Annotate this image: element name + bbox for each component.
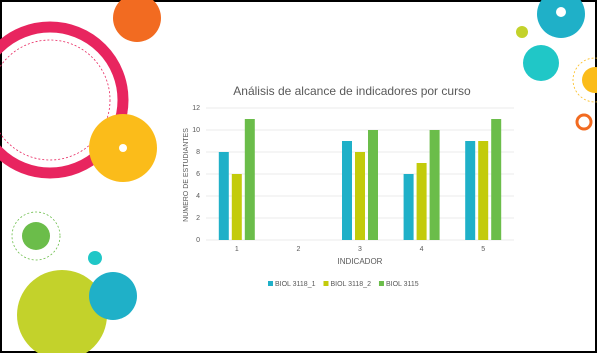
bar <box>429 130 440 240</box>
bar <box>244 119 255 240</box>
y-tick-label: 4 <box>196 193 200 200</box>
bar <box>342 141 352 240</box>
bar <box>355 152 365 240</box>
bar <box>465 141 476 240</box>
y-tick-label: 6 <box>196 171 200 178</box>
y-tick-label: 10 <box>192 127 200 134</box>
bar <box>231 174 242 240</box>
legend-swatch <box>378 281 384 286</box>
x-axis-label: INDICADOR <box>338 257 383 266</box>
y-tick-label: 0 <box>196 237 200 244</box>
legend-swatch <box>323 281 329 286</box>
x-tick-label: 4 <box>420 246 424 253</box>
legend-label: BIOL 3115 <box>386 281 419 288</box>
y-tick-label: 12 <box>192 105 200 112</box>
chart-title: Análisis de alcance de indicadores por c… <box>233 84 471 98</box>
y-axis-label: NUMERO DE ESTUDIANTES <box>183 128 190 222</box>
bar <box>478 141 489 240</box>
y-tick-label: 8 <box>196 149 200 156</box>
legend-label: BIOL 3118_2 <box>330 281 371 288</box>
x-tick-label: 5 <box>481 246 485 253</box>
bar <box>491 119 502 240</box>
bar <box>416 163 427 240</box>
x-tick-label: 3 <box>358 246 362 253</box>
bar <box>368 130 378 240</box>
bar <box>218 152 229 240</box>
x-tick-label: 2 <box>296 246 300 253</box>
legend-swatch <box>268 281 273 286</box>
bar <box>403 174 414 240</box>
legend-label: BIOL 3118_1 <box>275 281 316 288</box>
y-tick-label: 2 <box>196 215 200 222</box>
x-tick-label: 1 <box>235 246 239 253</box>
